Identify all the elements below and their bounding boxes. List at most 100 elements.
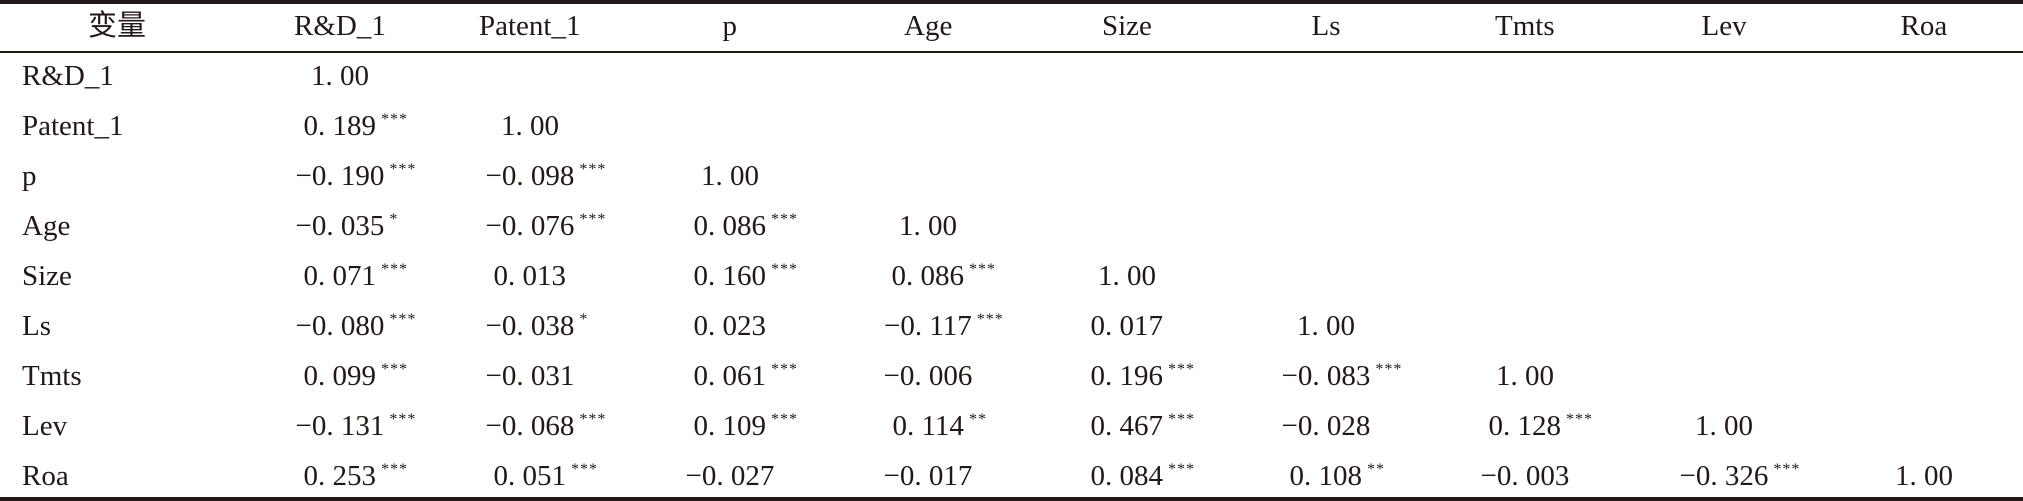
coefficient-value: 0. 108 <box>1289 460 1363 492</box>
significance-stars: *** <box>1168 411 1195 428</box>
coefficient-value: 0. 128 <box>1488 410 1562 442</box>
correlation-cell: 0. 189 *** <box>304 109 409 143</box>
significance-stars: *** <box>1773 461 1801 478</box>
significance-stars: *** <box>571 461 598 478</box>
row-label: Ls <box>22 310 51 342</box>
coefficient-value: 1. 00 <box>1297 310 1355 342</box>
table-top-rule <box>0 0 2023 4</box>
column-header: Roa <box>1900 10 1948 42</box>
correlation-cell: 1. 00 <box>501 109 559 143</box>
column-header: Age <box>904 10 953 42</box>
correlation-cell: −0. 190 *** <box>296 159 417 193</box>
coefficient-value: −0. 068 <box>485 410 575 442</box>
coefficient-value: 0. 017 <box>1090 310 1164 342</box>
header-variable: 变量 <box>88 10 147 42</box>
row-label: p <box>22 160 37 192</box>
significance-stars: ** <box>1367 461 1385 478</box>
correlation-cell: −0. 028 <box>1282 409 1371 443</box>
significance-stars: *** <box>381 461 408 478</box>
coefficient-value: −0. 003 <box>1480 460 1570 492</box>
significance-stars: *** <box>579 211 607 228</box>
column-header: R&D_1 <box>294 10 386 42</box>
significance-stars: *** <box>771 211 798 228</box>
coefficient-value: 1. 00 <box>1496 360 1554 392</box>
coefficient-value: 0. 013 <box>493 260 567 292</box>
coefficient-value: −0. 190 <box>295 160 385 192</box>
column-header: Ls <box>1311 10 1341 42</box>
significance-stars: *** <box>389 161 417 178</box>
correlation-cell: 0. 196 *** <box>1091 359 1196 393</box>
correlation-cell: 1. 00 <box>311 59 369 93</box>
coefficient-value: 1. 00 <box>501 110 559 142</box>
coefficient-value: 1. 00 <box>1098 260 1156 292</box>
correlation-cell: −0. 031 <box>486 359 575 393</box>
coefficient-value: −0. 028 <box>1281 410 1371 442</box>
row-label: Size <box>22 260 72 292</box>
column-header: Lev <box>1701 10 1747 42</box>
coefficient-value: 0. 253 <box>303 460 377 492</box>
correlation-cell: 1. 00 <box>1297 309 1355 343</box>
significance-stars: *** <box>389 311 417 328</box>
coefficient-value: −0. 080 <box>295 310 385 342</box>
correlation-cell: −0. 068 *** <box>486 409 607 443</box>
correlation-cell: −0. 076 *** <box>486 209 607 243</box>
correlation-cell: 0. 071 *** <box>304 259 409 293</box>
correlation-cell: 0. 108 ** <box>1290 459 1386 493</box>
table-bottom-rule <box>0 497 2023 501</box>
correlation-cell: −0. 017 <box>884 459 973 493</box>
coefficient-value: 1. 00 <box>1895 460 1953 492</box>
significance-stars: *** <box>1168 461 1195 478</box>
row-label: Tmts <box>22 360 82 392</box>
coefficient-value: 0. 061 <box>693 360 767 392</box>
correlation-cell: −0. 083 *** <box>1282 359 1403 393</box>
correlation-cell: 0. 013 <box>494 259 567 293</box>
coefficient-value: 0. 114 <box>892 410 964 442</box>
correlation-cell: 1. 00 <box>1895 459 1953 493</box>
correlation-cell: −0. 131 *** <box>296 409 417 443</box>
significance-stars: * <box>389 211 399 228</box>
significance-stars: *** <box>976 311 1004 328</box>
coefficient-value: −0. 027 <box>685 460 775 492</box>
coefficient-value: −0. 098 <box>485 160 575 192</box>
coefficient-value: −0. 017 <box>883 460 973 492</box>
coefficient-value: 0. 086 <box>693 210 767 242</box>
significance-stars: *** <box>389 411 417 428</box>
correlation-cell: 1. 00 <box>1496 359 1554 393</box>
row-label: Age <box>22 210 71 242</box>
significance-stars: *** <box>381 261 408 278</box>
correlation-cell: 0. 084 *** <box>1091 459 1196 493</box>
correlation-cell: 0. 253 *** <box>304 459 409 493</box>
correlation-cell: −0. 038 * <box>486 309 589 343</box>
correlation-cell: 0. 109 *** <box>694 409 799 443</box>
correlation-cell: 0. 467 *** <box>1091 409 1196 443</box>
row-label: Patent_1 <box>22 110 124 142</box>
correlation-cell: 0. 086 *** <box>694 209 799 243</box>
coefficient-value: 0. 086 <box>891 260 965 292</box>
significance-stars: *** <box>1566 411 1593 428</box>
coefficient-value: 1. 00 <box>701 160 759 192</box>
coefficient-value: −0. 083 <box>1281 360 1371 392</box>
table-header-rule <box>0 51 2023 53</box>
coefficient-value: −0. 117 <box>884 310 972 342</box>
significance-stars: *** <box>1375 361 1403 378</box>
significance-stars: ** <box>968 411 987 428</box>
correlation-cell: −0. 027 <box>686 459 775 493</box>
correlation-cell: −0. 326 *** <box>1680 459 1801 493</box>
correlation-cell: 1. 00 <box>899 209 957 243</box>
significance-stars: *** <box>969 261 996 278</box>
coefficient-value: 1. 00 <box>1695 410 1753 442</box>
correlation-cell: 0. 099 *** <box>304 359 409 393</box>
coefficient-value: 0. 051 <box>493 460 567 492</box>
significance-stars: *** <box>381 361 408 378</box>
column-header: Patent_1 <box>479 10 581 42</box>
coefficient-value: −0. 038 <box>485 310 575 342</box>
coefficient-value: −0. 326 <box>1679 460 1769 492</box>
coefficient-value: 0. 099 <box>303 360 377 392</box>
correlation-cell: 0. 160 *** <box>694 259 799 293</box>
row-label: R&D_1 <box>22 60 114 92</box>
correlation-cell: −0. 003 <box>1481 459 1570 493</box>
row-label: Roa <box>22 460 69 492</box>
column-header: Size <box>1102 10 1152 42</box>
coefficient-value: −0. 035 <box>295 210 385 242</box>
correlation-cell: 0. 128 *** <box>1489 409 1594 443</box>
